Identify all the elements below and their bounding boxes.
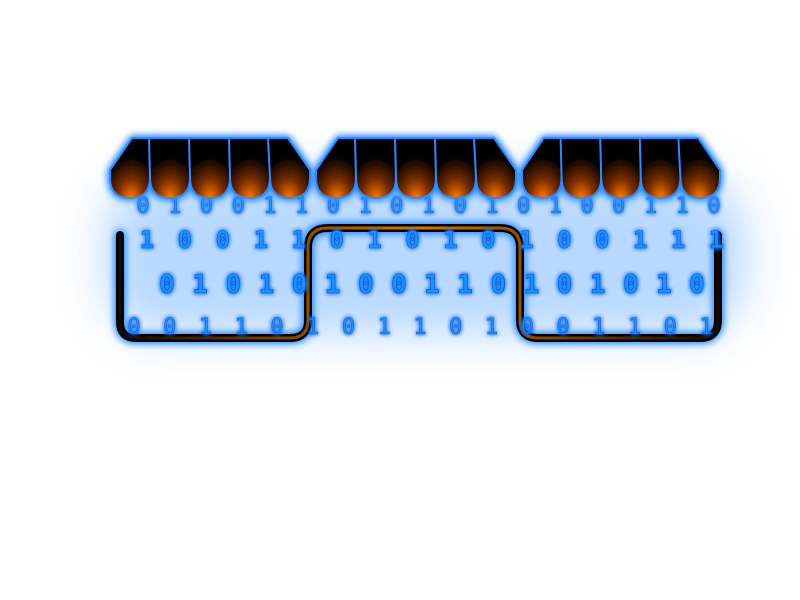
trough-highlight (118, 226, 720, 340)
binary-digit: 1 (259, 270, 275, 300)
binary-digit: 0 (557, 226, 571, 254)
binary-digit: 1 (199, 315, 212, 340)
binary-digit: 1 (676, 194, 689, 219)
binary-digit: 0 (517, 194, 530, 219)
awning-scallop (433, 137, 479, 200)
awning-scallop (559, 137, 604, 200)
awning-scallop (353, 137, 399, 200)
awning-scallop (266, 137, 311, 200)
binary-digit: 0 (391, 270, 407, 300)
binary-digit: 0 (270, 315, 283, 340)
binary-digit: 0 (664, 315, 677, 340)
awnings-group (109, 137, 721, 200)
binary-digit: 1 (358, 194, 371, 219)
binary-digit: 1 (295, 194, 308, 219)
binary-digit: 0 (557, 270, 573, 300)
binary-digit: 1 (592, 315, 605, 340)
binary-digit: 0 (225, 270, 241, 300)
binary-digit: 0 (200, 194, 213, 219)
binary-digit: 0 (556, 315, 569, 340)
binary-digit: 1 (424, 270, 440, 300)
binary-digit: 1 (235, 315, 248, 340)
binary-digit: 1 (443, 226, 457, 254)
binary-digit: 1 (254, 226, 268, 254)
binary-digit: 0 (232, 194, 245, 219)
binary-digit: 1 (524, 270, 540, 300)
awning-center (315, 137, 517, 200)
awning-scallop (521, 137, 565, 200)
binary-digit: 0 (327, 194, 340, 219)
binary-digit: 0 (390, 194, 403, 219)
binary-digit: 0 (449, 315, 462, 340)
binary-digit: 0 (580, 194, 593, 219)
binary-digit: 0 (136, 194, 149, 219)
binary-digit: 0 (216, 226, 230, 254)
binary-digit: 0 (127, 315, 140, 340)
binary-digit: 1 (590, 270, 606, 300)
binary-digit: 1 (422, 194, 435, 219)
binary-digit: 1 (549, 194, 562, 219)
binary-code-block: 0 1 0 0 1 1 0 1 0 1 0 1 0 1 0 0 1 1 01 0 0 1 1 0 1 0 1 0 1 0 0 1 1 10 1 0 1 0… (127, 194, 723, 341)
binary-digit: 1 (519, 226, 533, 254)
binary-digit: 0 (163, 315, 176, 340)
binary-digit: 0 (342, 315, 355, 340)
binary-digit: 1 (325, 270, 341, 300)
binary-digit: 0 (178, 226, 192, 254)
binary-digit: 0 (521, 315, 534, 340)
awning-left (109, 137, 311, 200)
binary-digit: 0 (595, 226, 609, 254)
binary-digit: 1 (457, 270, 473, 300)
binary-digit: 1 (699, 315, 712, 340)
binary-digit: 0 (623, 270, 639, 300)
binary-digit: 1 (644, 194, 657, 219)
binary-digit: 1 (263, 194, 276, 219)
binary-digit: 1 (140, 226, 154, 254)
binary-digit: 0 (454, 194, 467, 219)
binary-digit: 1 (628, 315, 641, 340)
binary-digit: 0 (405, 226, 419, 254)
awning-scallop (599, 137, 643, 200)
binary-digit: 1 (413, 315, 426, 340)
awning-scallop (187, 137, 233, 200)
binary-digit: 0 (481, 226, 495, 254)
binary-digit: 0 (159, 270, 175, 300)
binary-digit: 1 (671, 226, 685, 254)
binary-digit: 1 (291, 226, 305, 254)
binary-digit: 0 (490, 270, 506, 300)
awning-scallop (638, 137, 683, 200)
binary-digit: 1 (656, 270, 672, 300)
storefront-base-outline (116, 224, 722, 342)
awning-scallop (315, 137, 360, 200)
awning-scallop (109, 137, 154, 200)
haze-shape (105, 175, 745, 335)
binary-digit: 1 (378, 315, 391, 340)
awning-scallop (393, 137, 439, 200)
binary-digit: 1 (367, 226, 381, 254)
awning-right (521, 137, 721, 200)
binary-digit: 1 (485, 315, 498, 340)
binary-digit: 0 (329, 226, 343, 254)
binary-digit: 0 (689, 270, 705, 300)
awning-scallop (227, 137, 273, 200)
binary-digit: 0 (292, 270, 308, 300)
binary-digit: 1 (306, 315, 319, 340)
blue-haze-background (105, 175, 745, 335)
binary-digit: 0 (707, 194, 720, 219)
binary-digit: 0 (358, 270, 374, 300)
awning-scallop (147, 137, 193, 200)
binary-digit: 1 (192, 270, 208, 300)
awning-scallop (472, 137, 517, 200)
binary-digit: 1 (633, 226, 647, 254)
binary-digit: 1 (168, 194, 181, 219)
binary-digit: 0 (612, 194, 625, 219)
binary-digit: 1 (485, 194, 498, 219)
awning-scallop (677, 137, 721, 200)
binary-digit: 1 (709, 226, 723, 254)
